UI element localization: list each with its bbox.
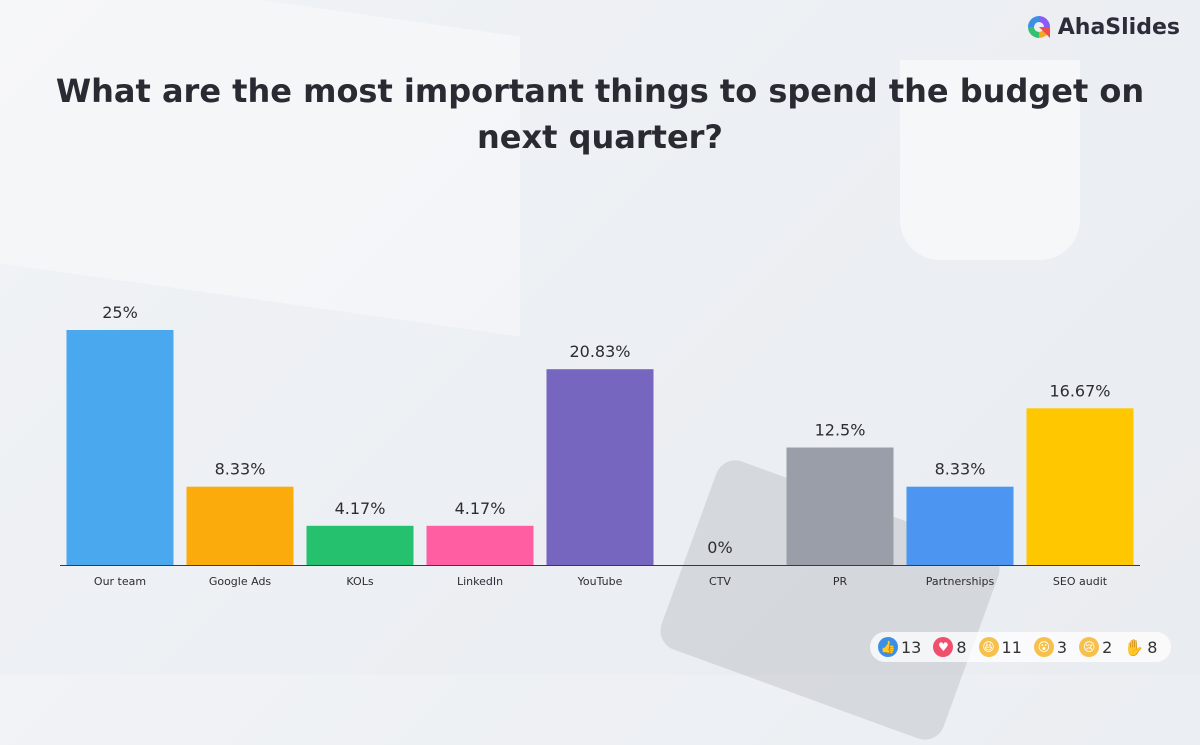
reaction-heart[interactable]: ♥ 8	[933, 637, 967, 657]
data-label: 16.67%	[1049, 381, 1110, 400]
reactions-bar: 👍 13 ♥ 8 😆 11 😮 3 😢 2 ✋ 8	[870, 632, 1172, 662]
background-plant-pot	[900, 60, 1080, 260]
wow-icon: 😮	[1033, 637, 1054, 657]
reaction-thumbs-up[interactable]: 👍 13	[878, 637, 921, 657]
reaction-hand[interactable]: ✋ 8	[1124, 637, 1157, 657]
reaction-count: 8	[956, 637, 967, 657]
data-label: 4.17%	[455, 499, 506, 518]
reaction-count: 3	[1056, 637, 1068, 657]
heart-icon: ♥	[933, 637, 954, 657]
bar-chart: 25% Our team 8.33% Google Ads 4.17% KOLs 4.17%…	[60, 303, 1140, 588]
reaction-count: 8	[1147, 637, 1158, 657]
reaction-count: 13	[901, 637, 922, 657]
data-label: 8.33%	[935, 460, 986, 479]
sad-icon: 😢	[1079, 637, 1100, 657]
category-label: CTV	[709, 575, 731, 588]
category-label: PR	[833, 575, 848, 588]
category-label: KOLs	[346, 575, 373, 588]
bar	[546, 369, 654, 565]
ahaslides-logo: AhaSlides	[1026, 14, 1180, 40]
category-label: Partnerships	[926, 575, 995, 588]
reaction-count: 2	[1102, 637, 1113, 657]
reaction-sad[interactable]: 😢 2	[1079, 637, 1112, 657]
reaction-wow[interactable]: 😮 3	[1033, 637, 1068, 657]
bar	[66, 330, 174, 565]
data-label: 0%	[707, 538, 732, 557]
bar	[786, 447, 894, 565]
bar	[306, 525, 414, 565]
data-label: 12.5%	[815, 421, 866, 440]
thumbs-up-icon: 👍	[878, 637, 898, 657]
reaction-laugh[interactable]: 😆 11	[978, 637, 1022, 657]
category-label: SEO audit	[1053, 575, 1108, 588]
reaction-count: 11	[1001, 637, 1022, 657]
bar	[426, 525, 534, 565]
hand-icon: ✋	[1124, 637, 1145, 657]
category-label: YouTube	[577, 575, 623, 588]
data-label: 4.17%	[335, 499, 386, 518]
bar	[1026, 408, 1134, 565]
data-label: 20.83%	[569, 342, 630, 361]
bar	[186, 486, 294, 565]
data-label: 25%	[102, 303, 138, 322]
category-label: Our team	[94, 575, 146, 588]
laugh-icon: 😆	[978, 637, 999, 657]
logo-icon	[1027, 16, 1050, 38]
question-title: What are the most important things to sp…	[55, 72, 1145, 156]
data-label: 8.33%	[215, 460, 266, 479]
bar	[906, 486, 1014, 565]
category-label: Google Ads	[209, 575, 272, 588]
logo-text: AhaSlides	[1057, 14, 1180, 40]
category-label: LinkedIn	[457, 575, 503, 588]
